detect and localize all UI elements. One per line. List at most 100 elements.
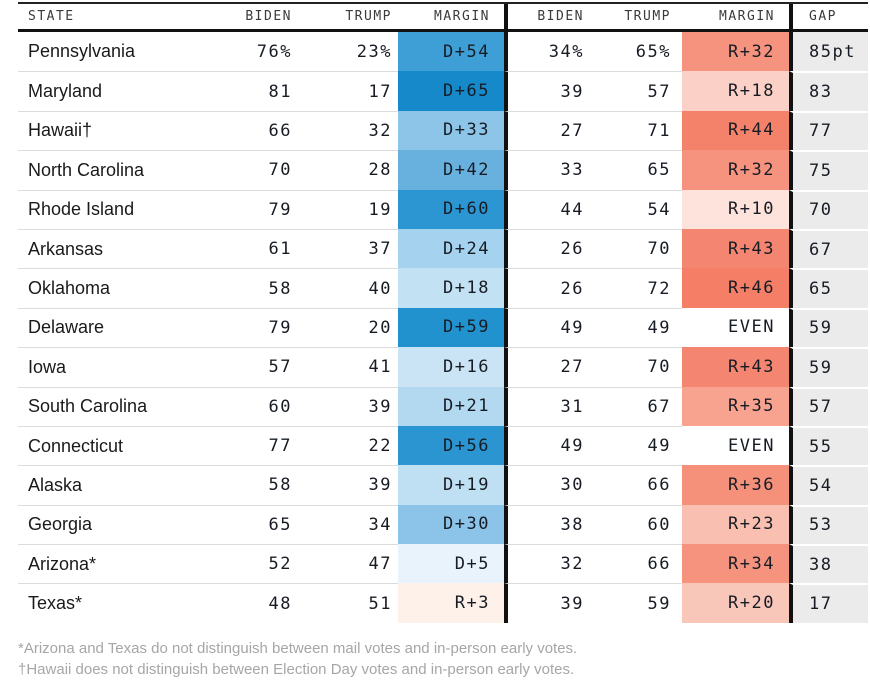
trump-pct-cell-left: 17: [300, 71, 398, 110]
biden-pct-cell-right: 26: [504, 268, 596, 308]
margin-cell-left: D+65: [398, 71, 504, 111]
margin-cell-left: D+59: [398, 307, 504, 348]
biden-pct-cell-right: 44: [504, 189, 596, 229]
margin-cell-left: R+3: [398, 583, 504, 623]
footnote-hawaii: †Hawaii does not distinguish between Ele…: [18, 660, 575, 678]
biden-pct-cell-right: 38: [504, 504, 596, 545]
trump-pct-cell-right: 67: [596, 386, 682, 426]
state-name-cell: Pennsylvania: [28, 41, 136, 62]
trump-pct-cell-left: 39: [300, 465, 398, 504]
biden-pct-cell-left: 61: [230, 228, 300, 268]
margin-cell-right: R+36: [682, 465, 789, 505]
state-name-cell: Arkansas: [18, 228, 230, 268]
trump-pct-cell-left: 47: [300, 544, 398, 583]
table-row: Connecticut 77 22 D+56 49 49 EVEN 55: [18, 425, 868, 466]
trump-pct-cell-right: 65: [596, 150, 682, 189]
trump-pct-cell-left: 34: [300, 504, 398, 544]
table-row: Rhode Island 79 19 D+60 44 54 R+10 70: [18, 189, 868, 229]
trump-pct-cell-left: 37: [300, 228, 398, 268]
biden-pct-cell-left: 66: [230, 110, 300, 150]
state-name-cell: South Carolina: [18, 386, 230, 426]
header-biden-electionday: BIDEN: [504, 4, 596, 32]
biden-pct-cell-right: 27: [504, 347, 596, 387]
biden-pct-cell-right: 33: [504, 150, 596, 190]
gap-cell: 57: [789, 386, 868, 426]
margin-cell-left: D+56: [398, 425, 504, 466]
table-row: Texas* 48 51 R+3 39 59 R+20 17: [18, 583, 868, 623]
margin-cell-left: D+60: [398, 189, 504, 229]
margin-cell-right: R+46: [682, 268, 789, 308]
biden-pct-cell-left: 57: [230, 347, 300, 386]
table-row: Oklahoma 58 40 D+18 26 72 R+46 65: [18, 268, 868, 308]
biden-pct-cell-right: 27: [504, 110, 596, 151]
biden-pct-cell-left: 79: [230, 189, 300, 229]
table-row: Delaware 79 20 D+59 49 49 EVEN 59: [18, 307, 868, 348]
trump-pct-cell-right: 60: [596, 504, 682, 544]
trump-pct-cell-left: 19: [300, 189, 398, 229]
table-row: Hawaii† 66 32 D+33 27 71 R+44 77: [18, 110, 868, 151]
biden-pct-cell-left: 58: [230, 268, 300, 307]
table-row: Georgia 65 34 D+30 38 60 R+23 53: [18, 504, 868, 545]
biden-pct-cell-left: 76%: [256, 41, 292, 62]
trump-pct-cell-right: 72: [596, 268, 682, 307]
state-name-cell: Connecticut: [18, 425, 230, 465]
margin-cell-left: D+42: [398, 150, 504, 190]
margin-cell-left: D+24: [398, 228, 504, 269]
trump-pct-cell-right: 70: [596, 228, 682, 268]
gap-cell: 59: [789, 347, 868, 387]
biden-pct-cell-left: 77: [230, 425, 300, 465]
trump-pct-cell-right: 59: [596, 583, 682, 622]
gap-cell: 70: [789, 189, 868, 229]
table-row: Pennsylvania 76% 23% D+54 34% 65% R+32 8…: [18, 32, 868, 72]
gap-cell: 83: [789, 71, 868, 111]
biden-pct-cell-right: 31: [504, 386, 596, 426]
header-gap: GAP: [789, 4, 868, 32]
biden-pct-cell-left: 79: [230, 307, 300, 347]
footnote-arizona-texas: *Arizona and Texas do not distinguish be…: [18, 639, 578, 657]
gap-cell: 53: [789, 504, 868, 545]
biden-pct-cell-right: 26: [504, 228, 596, 269]
trump-pct-cell-left: 22: [300, 425, 398, 465]
trump-pct-cell-right: 66: [596, 465, 682, 504]
gap-cell: 75: [789, 150, 868, 190]
table-row: Arkansas 61 37 D+24 26 70 R+43 67: [18, 228, 868, 269]
biden-pct-cell-right: 30: [504, 465, 596, 505]
table-row: North Carolina 70 28 D+42 33 65 R+32 75: [18, 150, 868, 190]
gap-cell: 55: [789, 425, 868, 466]
trump-pct-cell-left: 32: [300, 110, 398, 150]
header-margin-electionday: MARGIN: [682, 4, 789, 32]
trump-pct-cell-left: 41: [300, 347, 398, 386]
margin-cell-left: D+54: [398, 32, 504, 72]
state-name-cell: Rhode Island: [18, 189, 230, 229]
trump-pct-cell-right: 49: [596, 425, 682, 465]
state-name-cell: Texas*: [18, 583, 230, 622]
table-body: Pennsylvania 76% 23% D+54 34% 65% R+32 8…: [18, 32, 868, 623]
state-name-cell: Arizona*: [18, 544, 230, 583]
margin-cell-right: R+44: [682, 110, 789, 151]
biden-pct-cell-left: 81: [230, 71, 300, 110]
biden-pct-cell-left: 65: [230, 504, 300, 544]
header-biden-mail: BIDEN: [230, 4, 300, 32]
trump-pct-cell-right: 57: [596, 71, 682, 110]
footnotes: *Arizona and Texas do not distinguish be…: [18, 638, 870, 680]
gap-cell: 65: [789, 268, 868, 308]
margin-cell-right: R+32: [682, 32, 789, 72]
header-margin-mail: MARGIN: [398, 4, 504, 32]
margin-cell-right: R+10: [682, 189, 789, 229]
state-name-cell: Hawaii†: [18, 110, 230, 150]
trump-pct-cell-left: 28: [300, 150, 398, 189]
table-row: South Carolina 60 39 D+21 31 67 R+35 57: [18, 386, 868, 426]
state-name-cell: Maryland: [18, 71, 230, 110]
gap-cell: 54: [789, 465, 868, 505]
state-name-cell: North Carolina: [18, 150, 230, 189]
margin-cell-left: D+33: [398, 110, 504, 151]
state-name-cell: Oklahoma: [18, 268, 230, 307]
biden-pct-cell-left: 48: [230, 583, 300, 622]
trump-pct-cell-right: 66: [596, 544, 682, 583]
margin-cell-right: R+43: [682, 228, 789, 269]
biden-pct-cell-right: 34%: [504, 32, 596, 72]
trump-pct-cell-right: 54: [596, 189, 682, 229]
trump-pct-cell-left: 40: [300, 268, 398, 307]
margin-cell-right: R+23: [682, 504, 789, 545]
biden-pct-cell-right: 49: [504, 307, 596, 348]
